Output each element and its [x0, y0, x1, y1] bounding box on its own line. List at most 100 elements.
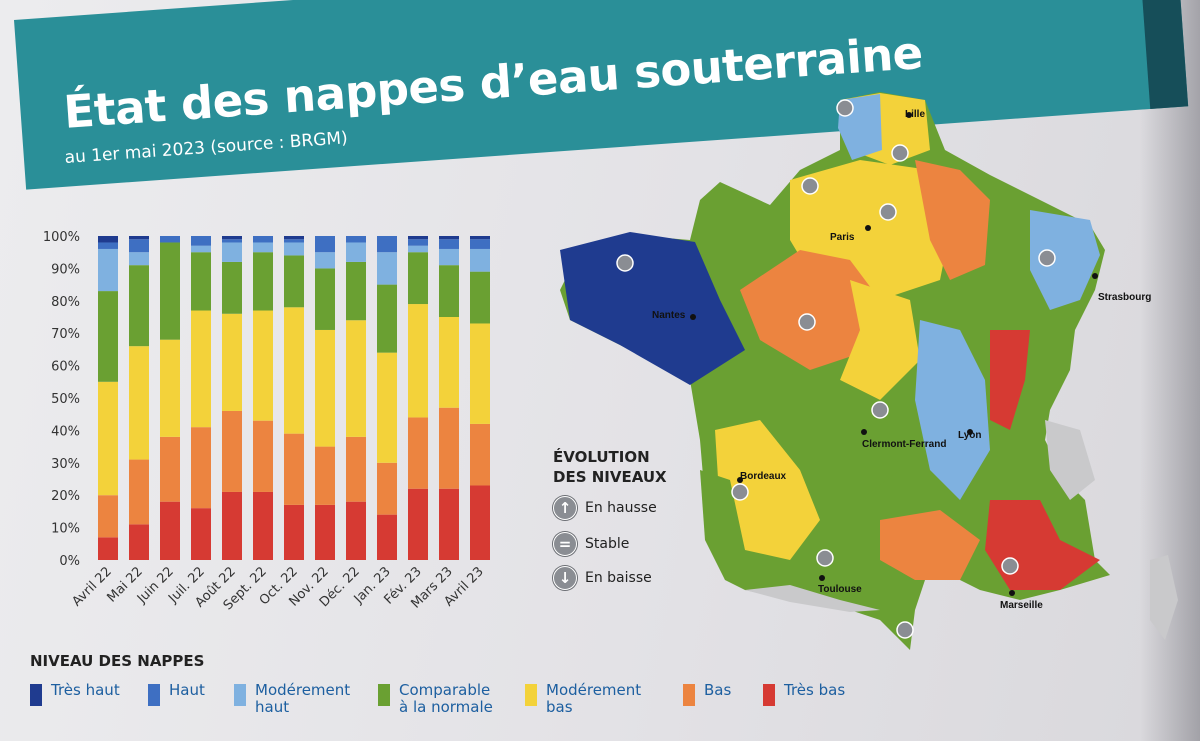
bar-segment	[98, 381, 118, 496]
bar-segment	[191, 236, 211, 246]
bar-segment	[284, 236, 304, 240]
legend-item: Très bas	[763, 682, 845, 706]
city-label-toulouse: Toulouse	[818, 584, 862, 595]
bar-segment	[470, 236, 490, 240]
bar-segment	[470, 323, 490, 424]
bar-segment	[315, 504, 335, 560]
bar-segment	[191, 252, 211, 311]
bar-segment	[222, 242, 242, 262]
bar-segment	[191, 245, 211, 253]
map-city-labels: Lille Paris Strasbourg Nantes Clermont-F…	[652, 109, 1151, 611]
bar-segment	[222, 261, 242, 314]
legend-item: Modérement bas	[525, 682, 641, 716]
bar-segment	[470, 485, 490, 560]
evolution-label: Stable	[585, 536, 630, 552]
bar-segment	[346, 261, 366, 321]
bar-segment	[160, 236, 180, 243]
arrow-down-icon	[616, 254, 634, 272]
bar-segment	[408, 245, 428, 253]
bar-segment	[284, 307, 304, 434]
city-dot-toulouse	[819, 575, 825, 581]
bar-segment	[470, 271, 490, 324]
y-tick-label: 90%	[51, 262, 80, 277]
bar-segment	[129, 265, 149, 347]
bar-segment	[284, 242, 304, 256]
region-centre-orange	[740, 250, 880, 370]
evolution-item-stable: = Stable	[553, 532, 629, 556]
legend-item: Comparable à la normale	[378, 682, 493, 716]
y-tick-label: 100%	[43, 230, 80, 245]
city-dot-clermont-ferrand	[861, 429, 867, 435]
bar-segment	[253, 252, 273, 311]
bar-segment	[98, 236, 118, 243]
legend-swatch	[30, 684, 42, 706]
region-lorraine-alsace-haut	[1030, 210, 1100, 310]
arrow-up-icon	[836, 99, 854, 117]
arrow-up-icon	[1038, 249, 1056, 267]
bar-segment	[98, 291, 118, 382]
bar-segment	[346, 501, 366, 560]
legend-item: Très haut	[30, 682, 120, 706]
city-dot-marseille	[1009, 590, 1015, 596]
bar-segment	[408, 252, 428, 305]
legend-label: Très haut	[51, 681, 120, 699]
arrow-down-icon	[879, 203, 897, 221]
legend-label: Haut	[169, 681, 205, 699]
bar-segment	[284, 504, 304, 560]
city-dot-lyon	[967, 429, 973, 435]
bar-segment	[408, 417, 428, 489]
bar-segment	[253, 242, 273, 253]
bar-segment	[98, 537, 118, 560]
bar-segment	[377, 284, 397, 353]
arrow-down-icon	[801, 177, 819, 195]
bar-segment	[346, 242, 366, 262]
region-occitanie-orange	[880, 510, 980, 580]
legend-swatch	[525, 684, 537, 706]
arrow-up-icon	[871, 401, 889, 419]
bar-segment	[284, 433, 304, 505]
bar-segment	[222, 410, 242, 492]
bar-segment	[129, 524, 149, 560]
legend-swatch	[763, 684, 775, 706]
bar-segment	[439, 265, 459, 317]
equals-icon	[1001, 557, 1019, 575]
bar-segment	[377, 352, 397, 463]
bar-segment	[315, 252, 335, 269]
bar-segment	[253, 491, 273, 560]
bar-segment	[439, 488, 459, 560]
map-regions	[560, 92, 1178, 650]
region-pyrenees-grey	[745, 585, 880, 612]
bar-segment	[129, 252, 149, 266]
legend-item: Modérement haut	[234, 682, 350, 716]
bar-segment	[408, 488, 428, 560]
city-label-nantes: Nantes	[652, 310, 686, 321]
bar-segment	[346, 436, 366, 502]
bar-segment	[222, 491, 242, 560]
legend-swatch	[148, 684, 160, 706]
level-legend-title: NIVEAU DES NAPPES	[30, 652, 205, 670]
city-label-clermont-ferrand: Clermont-Ferrand	[862, 439, 946, 450]
bar-segment	[408, 304, 428, 418]
evolution-item-down: ↓ En baisse	[553, 566, 652, 590]
bar-segment	[439, 248, 459, 266]
arrow-up-icon	[816, 549, 834, 567]
region-bretagne	[560, 232, 745, 385]
bar-segment	[284, 239, 304, 243]
legend-swatch	[234, 684, 246, 706]
bar-segment	[160, 501, 180, 560]
bar-segment	[315, 329, 335, 447]
y-tick-label: 20%	[51, 489, 80, 504]
legend-item: Haut	[148, 682, 205, 706]
bar-segment	[470, 248, 490, 272]
city-label-paris: Paris	[830, 232, 855, 243]
bar-segment	[160, 436, 180, 502]
city-label-marseille: Marseille	[1000, 600, 1043, 611]
y-tick-label: 10%	[51, 522, 80, 537]
bar-segment	[222, 239, 242, 243]
bar-segment	[98, 248, 118, 292]
city-dot-paris	[865, 225, 871, 231]
bar-segment	[377, 236, 397, 253]
stacked-bar-chart: 0%10%20%30%40%50%60%70%80%90%100%Avril 2…	[43, 230, 490, 613]
y-tick-label: 80%	[51, 295, 80, 310]
